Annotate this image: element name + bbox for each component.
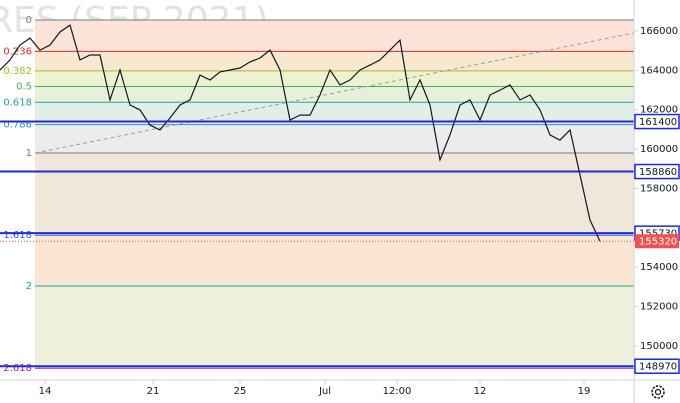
- y-tick-label: 152000: [640, 302, 678, 313]
- trend-line: [34, 32, 635, 154]
- level-box: [634, 358, 680, 374]
- level-label: 161400: [639, 117, 677, 128]
- fib-band: [35, 153, 634, 236]
- y-tick-label: 158000: [640, 183, 678, 194]
- fib-band: [35, 286, 634, 369]
- fib-band: [35, 86, 634, 103]
- fib-label: 1.618: [3, 230, 32, 241]
- fib-label: 0.236: [3, 46, 32, 57]
- x-tick-label: 19: [578, 386, 591, 397]
- y-tick-label: 162000: [640, 105, 678, 116]
- fib-band: [35, 70, 634, 87]
- y-tick-label: 166000: [640, 26, 678, 37]
- y-tick-label: 160000: [640, 144, 678, 155]
- last-price-box: [635, 234, 679, 249]
- fib-label: 2: [26, 281, 32, 292]
- fib-label: 0.786: [3, 120, 32, 131]
- x-tick-label: 14: [39, 386, 52, 397]
- y-tick-label: 154000: [640, 262, 678, 273]
- y-tick-label: 164000: [640, 65, 678, 76]
- last-price-label: 155320: [639, 237, 677, 248]
- fib-label: 1: [26, 148, 32, 159]
- x-tick-label: 25: [234, 386, 247, 397]
- level-label: 148970: [639, 362, 677, 373]
- plot: RES (SEP 2021)00.2360.3820.50.6180.78611…: [0, 0, 635, 374]
- x-tick-label: 12: [474, 386, 487, 397]
- fib-band: [35, 124, 634, 154]
- level-box: [634, 163, 680, 180]
- fib-label: 0: [26, 15, 32, 26]
- settings-icon[interactable]: [651, 385, 665, 399]
- y-tick-label: 150000: [640, 341, 678, 352]
- x-tick-label: 12:00: [383, 386, 412, 397]
- fib-label: 0.618: [3, 97, 32, 108]
- level-label: 155730: [639, 229, 677, 240]
- x-tick-label: 21: [147, 386, 160, 397]
- price-line: [0, 24, 601, 242]
- x-tick-label: Jul: [318, 386, 331, 397]
- fib-band: [35, 235, 634, 287]
- fib-label: 0.5: [16, 82, 32, 93]
- fib-band: [35, 51, 634, 71]
- fib-label: 2.618: [3, 363, 32, 374]
- fib-label: 0.382: [3, 66, 32, 77]
- level-box: [634, 113, 680, 130]
- fib-band: [35, 19, 634, 52]
- level-label: 158860: [639, 167, 677, 178]
